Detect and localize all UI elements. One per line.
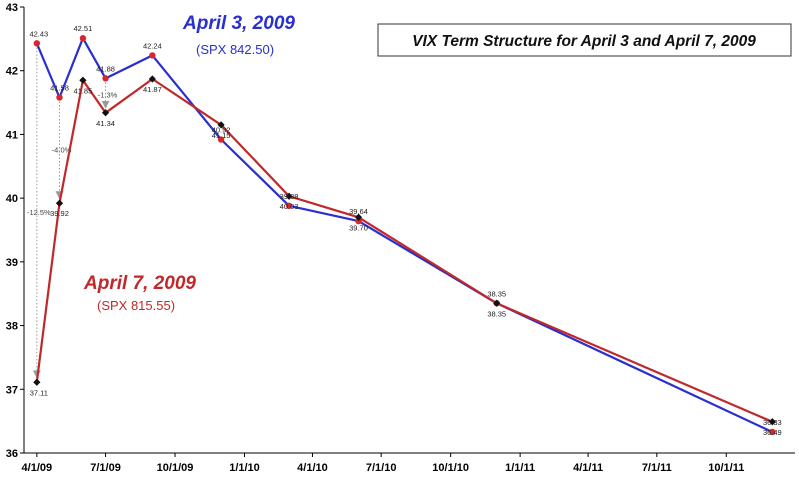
data-point-april-7 xyxy=(148,75,156,83)
data-label-april-3: 39.64 xyxy=(349,207,368,216)
data-point-april-3 xyxy=(56,94,63,101)
x-tick-label: 10/1/11 xyxy=(708,462,744,474)
x-tick-label: 1/1/11 xyxy=(505,462,535,474)
data-point-april-3 xyxy=(33,40,41,47)
data-label-april-3: 38.35 xyxy=(487,289,506,298)
x-tick-label: 4/1/10 xyxy=(297,462,328,474)
data-label-april-7: 39.92 xyxy=(50,209,69,218)
data-labels: 42.43 41.58 42.51 41.88 42.24 40.92 39.88 39.64… xyxy=(29,24,781,437)
x-tick-label: 7/1/09 xyxy=(90,462,121,474)
data-label-april-7: 40.03 xyxy=(280,202,299,211)
data-label-april-7: 38.35 xyxy=(487,309,506,318)
y-tick-label: 37 xyxy=(6,384,18,396)
data-label-april-3: 40.92 xyxy=(212,126,231,135)
legend-april-3-spx: (SPX 842.50) xyxy=(196,42,274,57)
y-tick-label: 42 xyxy=(6,66,18,78)
data-point-april-3 xyxy=(217,136,225,143)
data-label-april-3: 42.43 xyxy=(29,29,48,38)
data-label-april-3: 39.88 xyxy=(280,192,299,201)
difference-label: -12.5% xyxy=(27,208,51,217)
data-point-april-7 xyxy=(354,213,363,221)
x-tick-label: 4/1/11 xyxy=(573,462,603,474)
legend-april-7: April 7, 2009 (SPX 815.55) xyxy=(83,273,196,313)
data-point-april-7 xyxy=(285,192,293,200)
legend-april-7-spx: (SPX 815.55) xyxy=(97,298,175,313)
series-line-april-7 xyxy=(35,77,773,423)
data-point-april-3 xyxy=(149,52,156,59)
data-label-april-3: 36.33 xyxy=(763,418,782,427)
x-tick-label: 7/1/10 xyxy=(366,462,397,474)
series-lines xyxy=(35,37,773,433)
series-markers xyxy=(33,35,776,436)
data-point-april-7 xyxy=(768,418,776,426)
x-tick-label: 10/1/10 xyxy=(432,462,469,474)
y-tick-label: 36 xyxy=(6,448,18,460)
series-line-april-3 xyxy=(35,37,773,433)
data-point-april-7 xyxy=(55,199,64,207)
data-point-april-3 xyxy=(102,75,109,82)
data-label-april-7: 41.87 xyxy=(143,85,162,94)
chart-title: VIX Term Structure for April 3 and April… xyxy=(412,33,756,50)
data-point-april-7 xyxy=(493,299,501,307)
legend-april-7-title: April 7, 2009 xyxy=(83,273,196,294)
data-point-april-7 xyxy=(217,121,225,129)
chart-title-box: VIX Term Structure for April 3 and April… xyxy=(377,23,792,57)
y-tick-label: 43 xyxy=(6,2,18,14)
data-label-april-7: 41.85 xyxy=(74,86,93,95)
data-label-april-7: 41.15 xyxy=(212,131,231,140)
legend-april-3-title: April 3, 2009 xyxy=(182,13,295,34)
data-point-april-7 xyxy=(33,378,41,386)
data-point-april-3 xyxy=(285,202,293,209)
data-label-april-3: 42.24 xyxy=(143,41,162,50)
legend-april-3: April 3, 2009 (SPX 842.50) xyxy=(182,13,295,57)
data-label-april-3: 41.58 xyxy=(50,83,69,92)
data-label-april-3: 41.88 xyxy=(96,64,115,73)
x-tick-label: 10/1/09 xyxy=(157,462,194,474)
data-label-april-7: 37.11 xyxy=(30,388,48,397)
x-tick-label: 1/1/10 xyxy=(229,462,260,474)
data-point-april-7 xyxy=(79,76,87,84)
y-tick-label: 41 xyxy=(6,129,18,141)
data-point-april-3 xyxy=(769,428,776,436)
data-label-april-7: 41.34 xyxy=(96,119,115,128)
x-tick-label: 4/1/09 xyxy=(22,462,53,474)
difference-label: -4.0% xyxy=(52,145,72,154)
data-point-april-3 xyxy=(355,217,362,225)
difference-arrows: -12.5% -4.0% -1.3% xyxy=(27,47,118,379)
data-label-april-3: 42.51 xyxy=(74,24,93,33)
y-tick-label: 39 xyxy=(6,257,18,269)
axes-layer: 36 37 38 39 40 41 42 43 4/1/09 7/1/09 10/1/09 1/1/1… xyxy=(6,2,795,474)
x-tick-label: 7/1/11 xyxy=(642,462,672,474)
data-point-april-3 xyxy=(79,35,87,42)
data-label-april-7: 36.49 xyxy=(763,428,782,437)
y-tick-label: 38 xyxy=(6,321,18,333)
data-label-april-7: 39.70 xyxy=(349,223,368,232)
data-point-april-7 xyxy=(101,109,110,117)
y-tick-label: 40 xyxy=(6,193,18,205)
difference-label: -1.3% xyxy=(98,91,118,100)
